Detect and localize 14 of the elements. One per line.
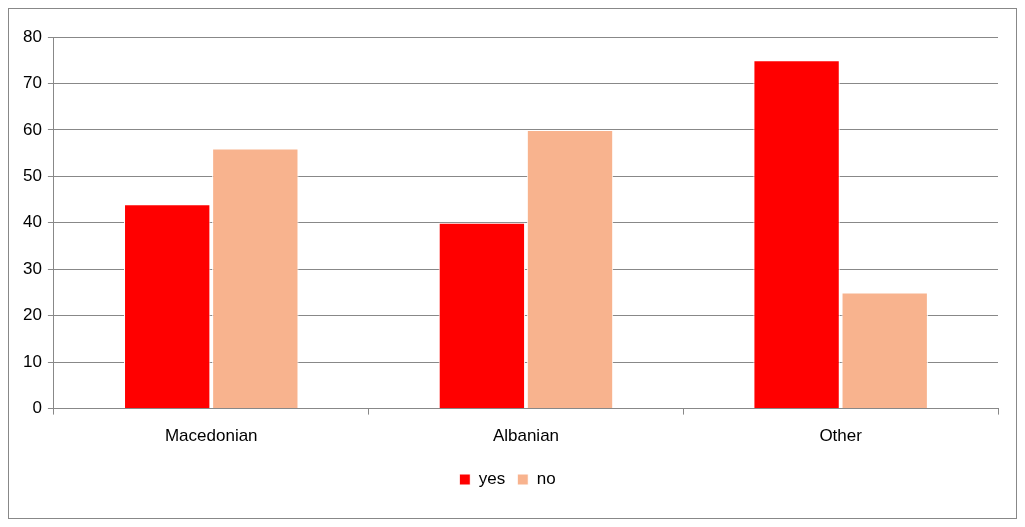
y-tick-label: 60	[22, 119, 42, 139]
x-tick-label: Macedonian	[164, 426, 258, 446]
y-tick-label: 30	[22, 258, 42, 278]
legend-label: no	[536, 469, 556, 489]
x-tick-label: Albanian	[492, 426, 560, 446]
y-tick-label: 10	[22, 351, 42, 371]
y-tick-label: 80	[22, 26, 42, 46]
y-tick-label: 50	[22, 166, 42, 186]
legend-label: yes	[478, 469, 506, 489]
y-tick-label: 20	[22, 305, 42, 325]
y-tick-label: 70	[22, 73, 42, 93]
y-tick-label: 0	[32, 398, 42, 418]
y-tick-label: 40	[22, 212, 42, 232]
x-tick-label: Other	[819, 426, 863, 446]
